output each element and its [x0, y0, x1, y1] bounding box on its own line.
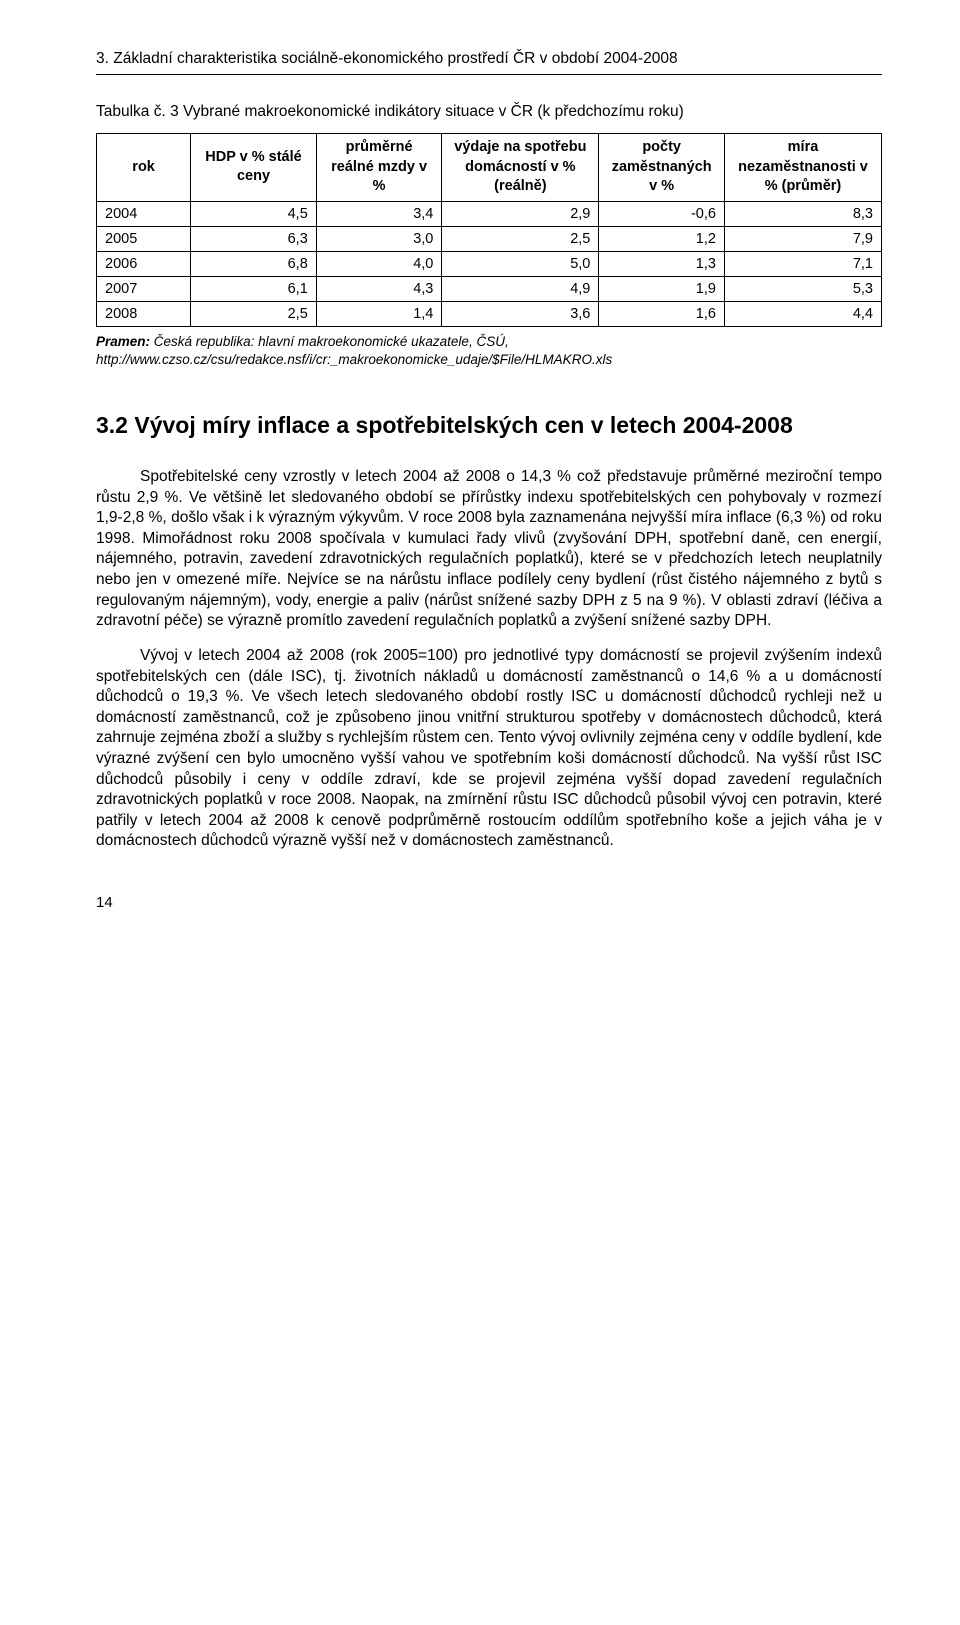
- table-cell: 6,3: [191, 226, 317, 251]
- table-cell: 2,5: [191, 301, 317, 326]
- table-cell: 2,9: [442, 201, 599, 226]
- table-cell: 7,9: [724, 226, 881, 251]
- table-header-row: rok HDP v % stálé ceny průměrné reálné m…: [97, 134, 882, 202]
- table-cell: 2004: [97, 201, 191, 226]
- table-cell: -0,6: [599, 201, 725, 226]
- table-cell: 4,9: [442, 276, 599, 301]
- th-unemp: míra nezaměstnanosti v % (průměr): [724, 134, 881, 202]
- table-cell: 7,1: [724, 251, 881, 276]
- table-cell: 1,4: [316, 301, 442, 326]
- body-paragraph: Spotřebitelské ceny vzrostly v letech 20…: [96, 467, 882, 632]
- table-cell: 1,2: [599, 226, 725, 251]
- indicators-table: rok HDP v % stálé ceny průměrné reálné m…: [96, 133, 882, 327]
- table-cell: 4,5: [191, 201, 317, 226]
- table-cell: 2,5: [442, 226, 599, 251]
- table-cell: 5,3: [724, 276, 881, 301]
- table-cell: 1,9: [599, 276, 725, 301]
- table-cell: 5,0: [442, 251, 599, 276]
- table-cell: 3,4: [316, 201, 442, 226]
- table-cell: 6,8: [191, 251, 317, 276]
- table-cell: 6,1: [191, 276, 317, 301]
- table-cell: 4,3: [316, 276, 442, 301]
- source-text: Česká republika: hlavní makroekonomické …: [96, 334, 612, 367]
- table-cell: 2007: [97, 276, 191, 301]
- section-heading: 3.2 Vývoj míry inflace a spotřebitelskýc…: [96, 411, 882, 441]
- table-cell: 3,6: [442, 301, 599, 326]
- table-cell: 4,4: [724, 301, 881, 326]
- table-cell: 8,3: [724, 201, 881, 226]
- table-row: 20066,84,05,01,37,1: [97, 251, 882, 276]
- table-cell: 2006: [97, 251, 191, 276]
- table-cell: 2008: [97, 301, 191, 326]
- table-row: 20076,14,34,91,95,3: [97, 276, 882, 301]
- table-source: Pramen: Česká republika: hlavní makroeko…: [96, 333, 882, 369]
- table-cell: 4,0: [316, 251, 442, 276]
- chapter-heading: 3. Základní charakteristika sociálně-eko…: [96, 50, 882, 68]
- table-cell: 1,3: [599, 251, 725, 276]
- th-year: rok: [97, 134, 191, 202]
- source-label: Pramen:: [96, 334, 150, 349]
- table-row: 20044,53,42,9-0,68,3: [97, 201, 882, 226]
- table-cell: 2005: [97, 226, 191, 251]
- table-cell: 3,0: [316, 226, 442, 251]
- table-caption: Tabulka č. 3 Vybrané makroekonomické ind…: [96, 103, 882, 121]
- page-number: 14: [96, 894, 882, 911]
- table-row: 20056,33,02,51,27,9: [97, 226, 882, 251]
- th-employed: počty zaměstnaných v %: [599, 134, 725, 202]
- table-body: 20044,53,42,9-0,68,320056,33,02,51,27,92…: [97, 201, 882, 326]
- table-cell: 1,6: [599, 301, 725, 326]
- heading-rule: [96, 74, 882, 75]
- th-expend: výdaje na spotřebu domácností v % (reáln…: [442, 134, 599, 202]
- table-row: 20082,51,43,61,64,4: [97, 301, 882, 326]
- th-wages: průměrné reálné mzdy v %: [316, 134, 442, 202]
- body-paragraph: Vývoj v letech 2004 až 2008 (rok 2005=10…: [96, 646, 882, 852]
- th-hdp: HDP v % stálé ceny: [191, 134, 317, 202]
